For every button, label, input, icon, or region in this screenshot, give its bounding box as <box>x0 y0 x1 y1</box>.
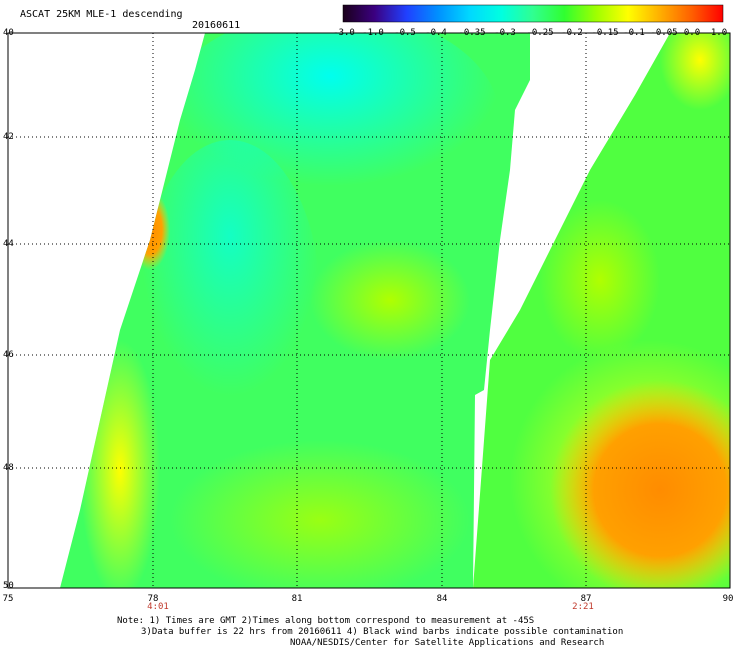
lat-label: 40 <box>3 28 14 38</box>
plot-frame <box>7 32 731 589</box>
colorbar-label: 1.0 <box>710 28 728 38</box>
lon-label: 81 <box>291 594 303 604</box>
note-line-1: Note: 1) Times are GMT 2)Times along bot… <box>117 616 535 626</box>
pass-time-label: 2:21 <box>572 602 594 612</box>
lon-label: 78 <box>147 594 159 604</box>
map-date: 20160611 <box>192 20 241 31</box>
colorbar-label: -0.25 <box>526 28 554 38</box>
lon-label: 75 <box>2 594 14 604</box>
lat-label: 46 <box>3 350 14 360</box>
colorbar-label: -0.4 <box>425 28 447 38</box>
colorbar-label: -1.0 <box>362 28 384 38</box>
colorbar-label: -0.2 <box>561 28 583 38</box>
colorbar-label: -0.35 <box>458 28 486 38</box>
pass-time-label: 4:01 <box>147 602 169 612</box>
lat-label: 44 <box>3 239 14 249</box>
note-line-2: 3)Data buffer is 22 hrs from 20160611 4)… <box>141 627 624 637</box>
colorbar-gradient <box>342 4 724 23</box>
lat-label: 48 <box>3 463 14 473</box>
colorbar-label: -0.3 <box>494 28 516 38</box>
lat-label: 50 <box>3 581 14 591</box>
colorbar-label: -0.05 <box>650 28 678 38</box>
note-line-3: NOAA/NESDIS/Center for Satellite Applica… <box>290 638 605 648</box>
lon-label: 87 <box>580 594 592 604</box>
colorbar-label: -0.15 <box>591 28 619 38</box>
lat-label: 42 <box>3 132 14 142</box>
map-title: ASCAT 25KM MLE-1 descending <box>20 9 183 20</box>
colorbar-label: -3.0 <box>333 28 355 38</box>
colorbar-label: 0.0 <box>683 28 701 38</box>
lon-label: 84 <box>436 594 448 604</box>
lon-label: 90 <box>722 594 734 604</box>
colorbar-label: -0.1 <box>623 28 645 38</box>
grid-lines <box>8 33 730 588</box>
colorbar <box>342 4 724 23</box>
colorbar-label: -0.5 <box>394 28 416 38</box>
